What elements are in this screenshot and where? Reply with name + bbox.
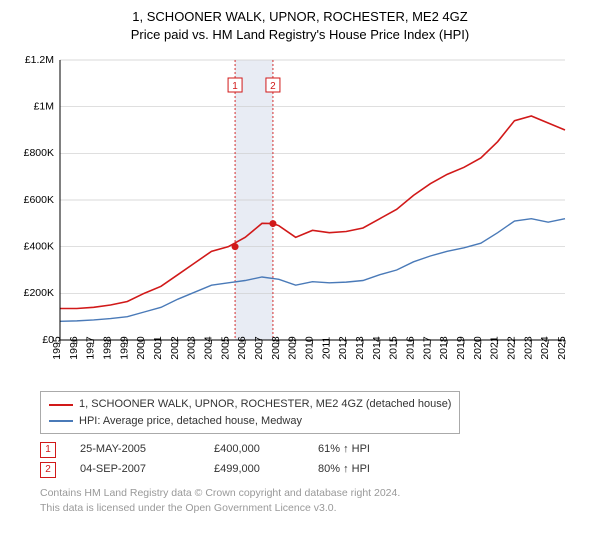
marker-1-pct: 61% ↑ HPI [318, 440, 428, 460]
chart: £0£200K£400K£600K£800K£1M£1.2M1219951996… [10, 50, 590, 385]
svg-text:2016: 2016 [405, 337, 417, 361]
svg-text:1998: 1998 [102, 337, 114, 361]
svg-text:2017: 2017 [421, 337, 433, 361]
marker-row-2: 2 04-SEP-2007 £499,000 80% ↑ HPI [40, 460, 590, 480]
footer-line-1: Contains HM Land Registry data © Crown c… [40, 486, 590, 501]
svg-text:£1M: £1M [34, 101, 54, 113]
svg-text:£800K: £800K [24, 147, 54, 159]
svg-text:£1.2M: £1.2M [25, 54, 54, 66]
marker-1-box: 1 [40, 442, 56, 458]
svg-text:2012: 2012 [337, 337, 349, 361]
marker-1-date: 25-MAY-2005 [80, 440, 190, 460]
svg-text:2006: 2006 [236, 337, 248, 361]
marker-2-pct: 80% ↑ HPI [318, 460, 428, 480]
svg-text:2022: 2022 [506, 337, 518, 361]
marker-2-price: £499,000 [214, 460, 294, 480]
svg-text:2024: 2024 [539, 337, 551, 361]
svg-text:£400K: £400K [24, 241, 54, 253]
svg-text:2025: 2025 [556, 337, 568, 361]
svg-text:£600K: £600K [24, 194, 54, 206]
marker-2-box: 2 [40, 462, 56, 478]
svg-text:2023: 2023 [522, 337, 534, 361]
svg-text:2003: 2003 [186, 337, 198, 361]
title-line-2: Price paid vs. HM Land Registry's House … [10, 26, 590, 44]
legend-row-2: HPI: Average price, detached house, Medw… [49, 413, 451, 430]
marker-2-date: 04-SEP-2007 [80, 460, 190, 480]
svg-text:2001: 2001 [152, 337, 164, 361]
footer: Contains HM Land Registry data © Crown c… [40, 486, 590, 515]
svg-text:2018: 2018 [438, 337, 450, 361]
svg-text:2014: 2014 [371, 337, 383, 361]
svg-text:1997: 1997 [85, 337, 97, 361]
marker-row-1: 1 25-MAY-2005 £400,000 61% ↑ HPI [40, 440, 590, 460]
svg-text:2000: 2000 [135, 337, 147, 361]
legend-swatch-1 [49, 404, 73, 406]
legend-row-1: 1, SCHOONER WALK, UPNOR, ROCHESTER, ME2 … [49, 396, 451, 413]
svg-text:1: 1 [232, 81, 238, 92]
svg-text:2010: 2010 [304, 337, 316, 361]
svg-text:2021: 2021 [489, 337, 501, 361]
svg-text:2007: 2007 [253, 337, 265, 361]
legend-label-2: HPI: Average price, detached house, Medw… [79, 413, 302, 430]
marker-table: 1 25-MAY-2005 £400,000 61% ↑ HPI 2 04-SE… [40, 440, 590, 480]
marker-1-price: £400,000 [214, 440, 294, 460]
svg-text:2019: 2019 [455, 337, 467, 361]
svg-text:2005: 2005 [219, 337, 231, 361]
svg-text:2011: 2011 [320, 337, 332, 360]
chart-title: 1, SCHOONER WALK, UPNOR, ROCHESTER, ME2 … [10, 8, 590, 44]
svg-text:2: 2 [270, 81, 276, 92]
svg-text:2004: 2004 [203, 337, 215, 361]
legend-swatch-2 [49, 420, 73, 422]
svg-text:2020: 2020 [472, 337, 484, 361]
title-line-1: 1, SCHOONER WALK, UPNOR, ROCHESTER, ME2 … [10, 8, 590, 26]
svg-text:1999: 1999 [118, 337, 130, 361]
footer-line-2: This data is licensed under the Open Gov… [40, 501, 590, 516]
svg-text:2009: 2009 [287, 337, 299, 361]
svg-text:1995: 1995 [51, 337, 63, 361]
chart-svg: £0£200K£400K£600K£800K£1M£1.2M1219951996… [10, 50, 570, 380]
svg-text:1996: 1996 [68, 337, 80, 361]
svg-text:£200K: £200K [24, 287, 54, 299]
svg-text:2002: 2002 [169, 337, 181, 361]
legend-label-1: 1, SCHOONER WALK, UPNOR, ROCHESTER, ME2 … [79, 396, 451, 413]
svg-text:2013: 2013 [354, 337, 366, 361]
svg-text:2008: 2008 [270, 337, 282, 361]
svg-text:2015: 2015 [388, 337, 400, 361]
legend: 1, SCHOONER WALK, UPNOR, ROCHESTER, ME2 … [40, 391, 460, 434]
